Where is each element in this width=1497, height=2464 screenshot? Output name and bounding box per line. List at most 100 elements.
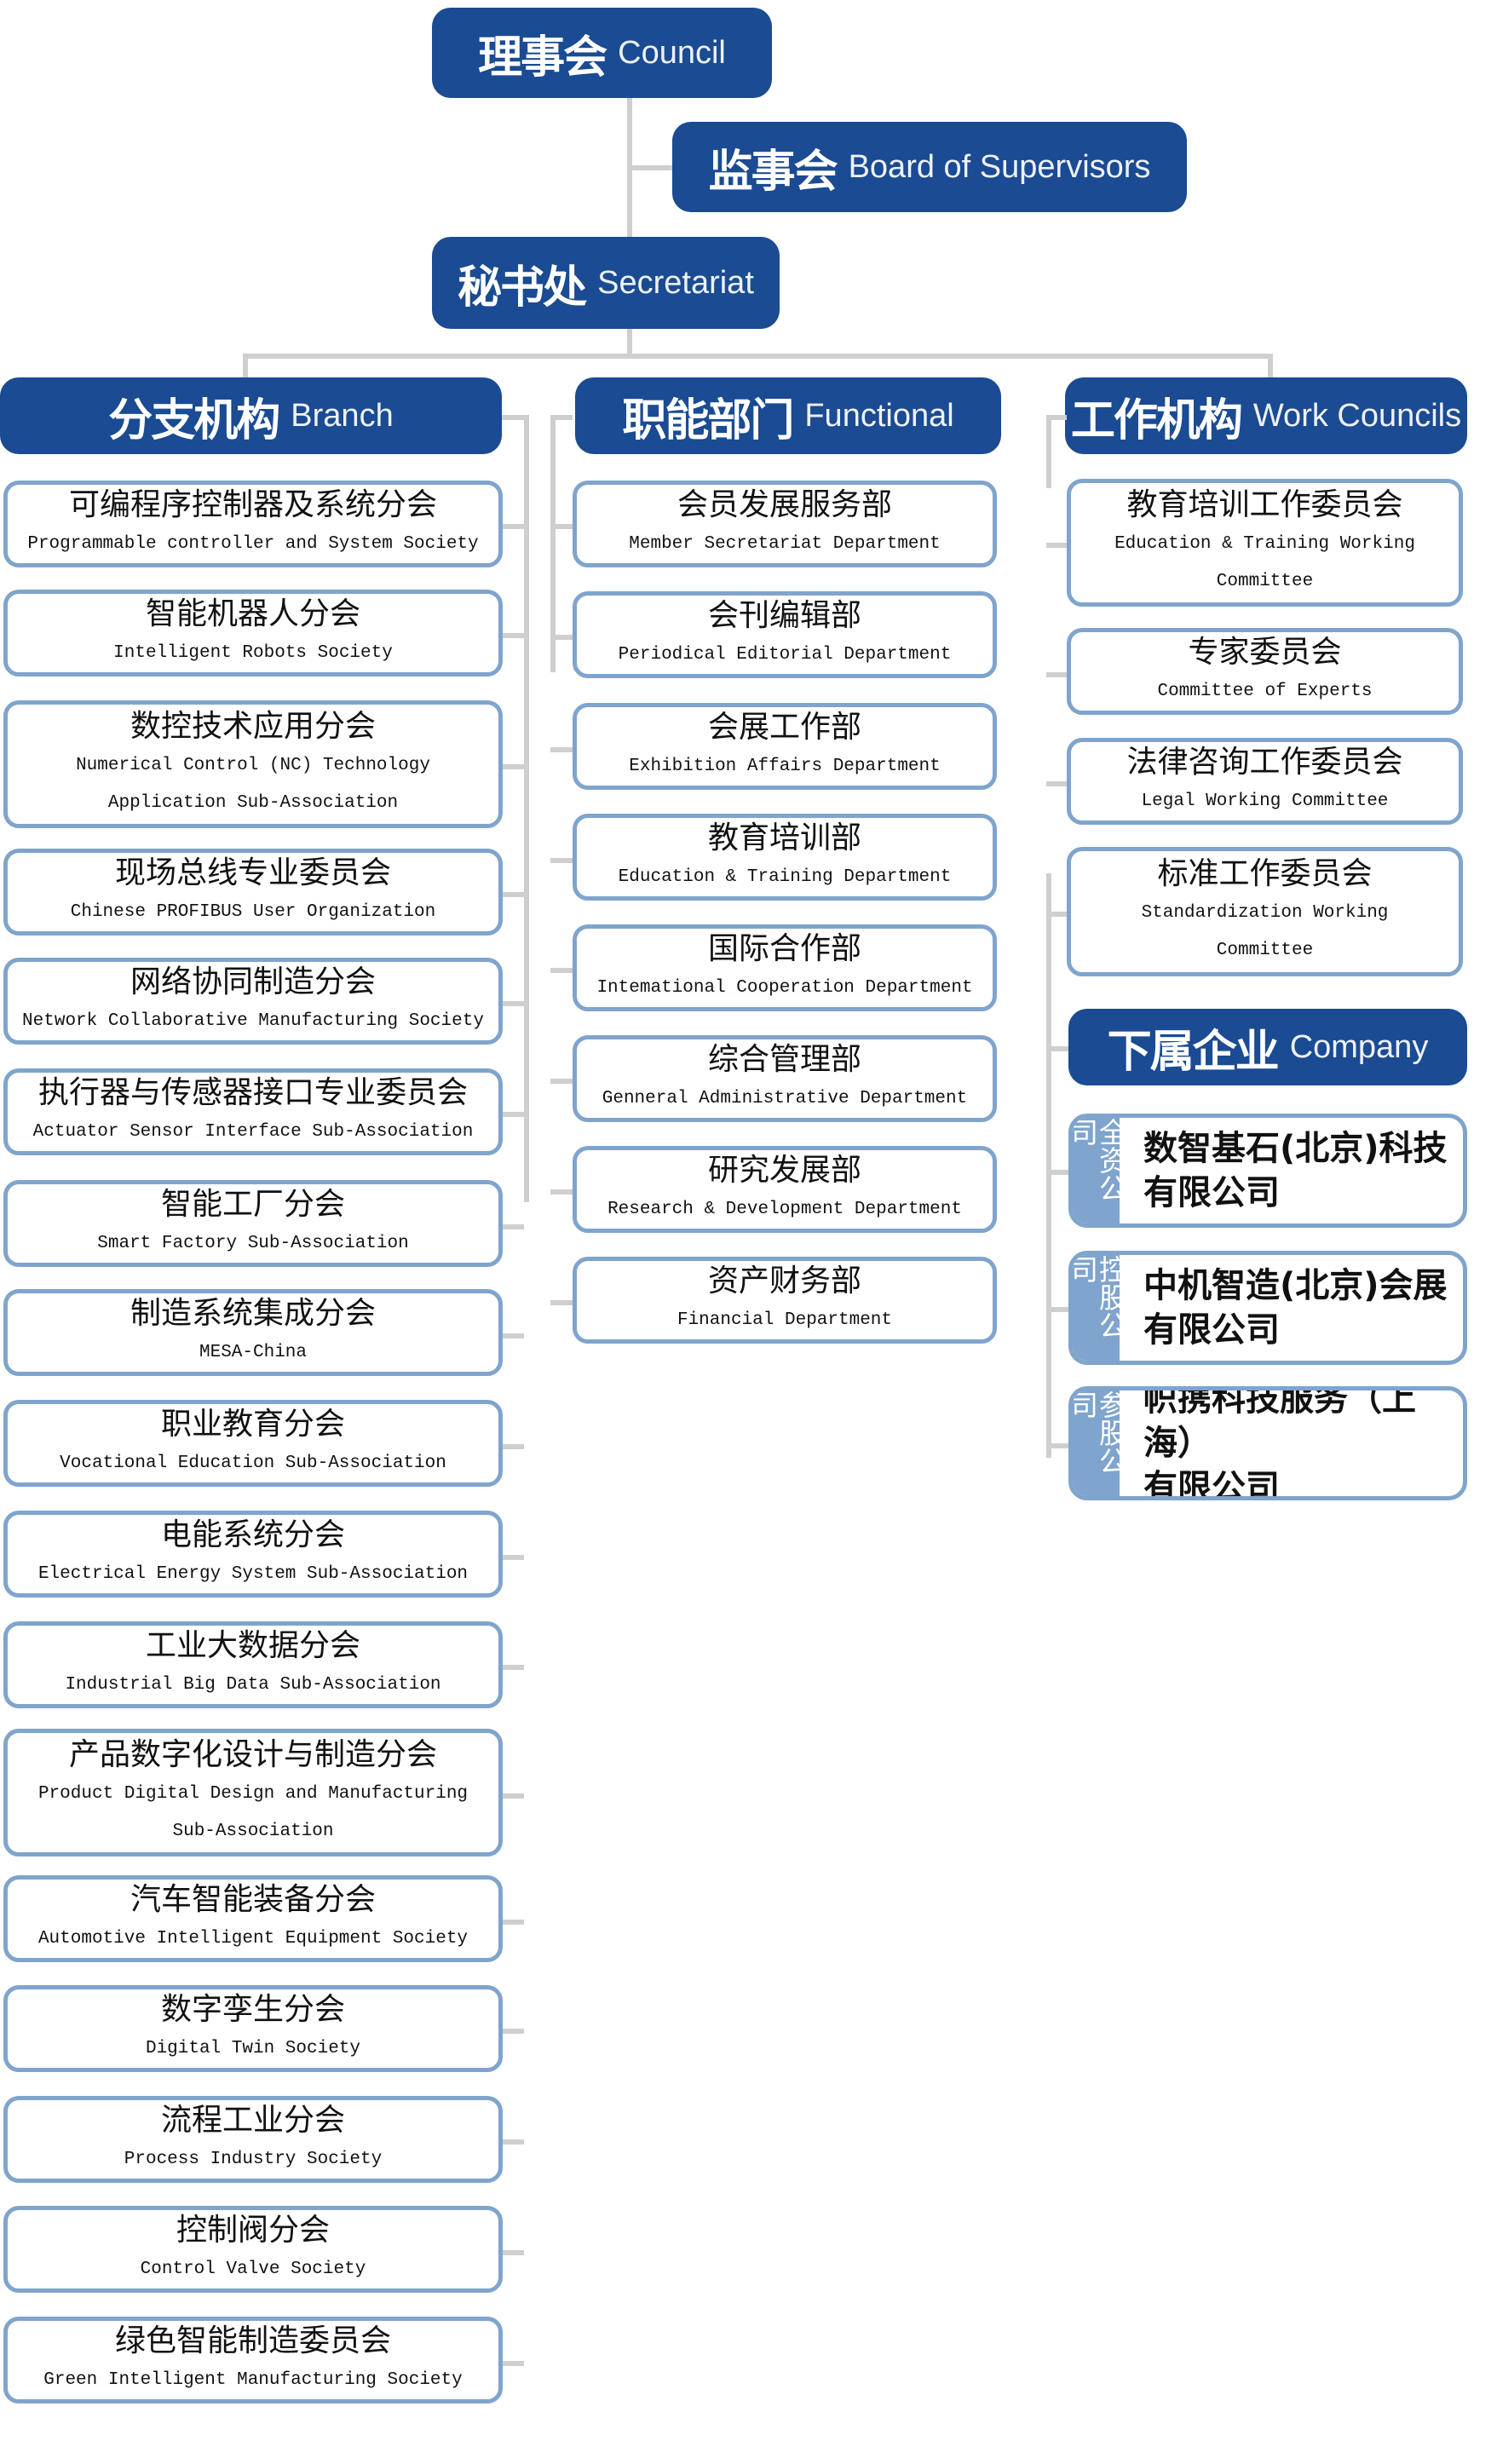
company-item[interactable]: 控股公司 中机智造(北京)会展 有限公司 [1068,1251,1467,1365]
item-name-zh: 会刊编辑部 [707,598,861,633]
functional-header[interactable]: 职能部门 Functional [575,377,1001,454]
branch-item[interactable]: 智能机器人分会 Intelligent Robots Society [3,590,503,676]
item-name-en: Chinese PROFIBUS User Organization [70,902,436,922]
council-box[interactable]: 理事会 Council [432,8,772,98]
branch-item[interactable]: 网络协同制造分会 Network Collaborative Manufactur… [3,958,503,1045]
functional-item[interactable]: 会员发展服务部 Member Secretariat Department [573,481,997,567]
item-name-en: Industrial Big Data Sub-Association [65,1675,441,1695]
branch-item[interactable]: 执行器与传感器接口专业委员会 Actuator Sensor Interface … [3,1068,503,1155]
item-name-zh: 研究发展部 [707,1153,861,1188]
item-name-zh: 控制阀分会 [176,2213,330,2248]
functional-item[interactable]: 资产财务部 Financial Department [573,1257,997,1344]
item-name-en: Periodical Editorial Department [618,645,952,665]
branch-item[interactable]: 现场总线专业委员会 Chinese PROFIBUS User Organizat… [3,849,503,936]
item-name-zh: 数字孪生分会 [160,1992,345,2027]
connector-line [627,98,632,355]
connector-line [502,1555,524,1560]
item-name-zh: 工业大数据分会 [145,1628,360,1663]
item-name-en: Smart Factory Sub-Association [97,1234,409,1253]
item-name-zh: 制造系统集成分会 [130,1296,376,1331]
council-box-en: Council [618,34,726,71]
item-name-en: Digital Twin Society [145,2039,361,2058]
item-name-zh: 数控技术应用分会 [130,709,376,744]
branch-item[interactable]: 工业大数据分会 Industrial Big Data Sub-Associati… [3,1621,503,1708]
item-name-en: Intemational Cooperation Department [596,978,973,998]
item-name-zh: 产品数字化设计与制造分会 [68,1737,437,1772]
connector-line [502,415,524,420]
functional-item[interactable]: 会刊编辑部 Periodical Editorial Department [573,591,997,678]
item-name-zh: 会员发展服务部 [677,487,892,522]
item-name-en: Committee of Experts [1157,682,1373,701]
branch-header-en: Branch [291,397,394,434]
branch-item[interactable]: 职业教育分会 Vocational Education Sub-Associati… [3,1400,503,1487]
item-name-en: Green Intelligent Manufacturing Society [43,2370,463,2390]
item-name-en: Programmable controller and System Socie… [27,534,479,554]
connector-line [1268,354,1273,378]
item-name-zh: 绿色智能制造委员会 [114,2323,391,2358]
connector-line [502,1001,524,1006]
work-item[interactable]: 标准工作委员会 Standardization Working Committee [1067,847,1463,976]
item-name-zh: 现场总线专业委员会 [114,855,391,890]
branch-item[interactable]: 可编程序控制器及系统分会 Programmable controller and … [3,481,503,567]
company-type-label: 全资公司 [1073,1118,1128,1223]
connector-line [550,858,573,863]
item-name-en: Product Digital Design and Manufacturing… [37,1784,469,1841]
connector-line [502,2250,524,2255]
branch-item[interactable]: 汽车智能装备分会 Automotive Intelligent Equipment… [3,1875,503,1962]
connector-line [550,635,573,640]
supervisors-box[interactable]: 监事会 Board of Supervisors [672,122,1187,212]
connector-line [502,892,524,897]
item-name-zh: 标准工作委员会 [1157,856,1373,891]
connector-line [524,415,529,1202]
item-name-en: Automotive Intelligent Equipment Society [37,1929,469,1949]
item-name-zh: 执行器与传感器接口专业委员会 [37,1075,468,1110]
connector-line [502,524,524,529]
supervisors-box-zh: 监事会 [708,146,838,198]
connector-line [502,1112,524,1117]
item-name-en: Actuator Sensor Interface Sub-Associatio… [32,1122,474,1142]
connector-line [550,415,556,672]
connector-line [550,1079,573,1084]
item-name-zh: 资产财务部 [707,1264,861,1298]
item-name-zh: 可编程序控制器及系统分会 [68,487,437,522]
branch-item[interactable]: 数字孪生分会 Digital Twin Society [3,1985,503,2072]
item-name-zh: 国际合作部 [707,931,861,966]
branch-item[interactable]: 数控技术应用分会 Numerical Control (NC) Technolog… [3,700,503,828]
functional-item[interactable]: 综合管理部 Genneral Administrative Department [573,1035,997,1122]
company-item[interactable]: 全资公司 数智基石(北京)科技 有限公司 [1068,1114,1467,1228]
work-item[interactable]: 教育培训工作委员会 Education & Training Working Co… [1067,479,1463,607]
connector-line [502,1444,524,1449]
branch-item[interactable]: 流程工业分会 Process Industry Society [3,2096,503,2183]
item-name-zh: 汽车智能装备分会 [130,1882,376,1917]
connector-line [1046,912,1067,917]
branch-item[interactable]: 控制阀分会 Control Valve Society [3,2206,503,2293]
functional-item[interactable]: 教育培训部 Education & Training Department [573,814,997,901]
functional-item[interactable]: 国际合作部 Intemational Cooperation Department [573,924,997,1011]
connector-line [1046,543,1067,548]
item-name-zh: 智能工厂分会 [160,1187,345,1222]
connector-line [1046,415,1051,488]
branch-item[interactable]: 电能系统分会 Electrical Energy System Sub-Assoc… [3,1511,503,1598]
branch-header[interactable]: 分支机构 Branch [0,377,502,454]
functional-item[interactable]: 会展工作部 Exhibition Affairs Department [573,703,997,790]
branch-item[interactable]: 智能工厂分会 Smart Factory Sub-Association [3,1180,503,1267]
functional-item[interactable]: 研究发展部 Research & Development Department [573,1146,997,1233]
company-item[interactable]: 参股公司 帜携科技服务（上海） 有限公司 [1068,1386,1467,1500]
work-item[interactable]: 法律咨询工作委员会 Legal Working Committee [1067,738,1463,825]
connector-line [550,1189,573,1195]
branch-item[interactable]: 绿色智能制造委员会 Green Intelligent Manufacturing… [3,2317,503,2404]
work-item[interactable]: 专家委员会 Committee of Experts [1067,628,1463,715]
branch-item[interactable]: 产品数字化设计与制造分会 Product Digital Design and M… [3,1729,503,1857]
item-name-en: Network Collaborative Manufacturing Soci… [22,1011,484,1031]
secretariat-box[interactable]: 秘书处 Secretariat [432,237,780,329]
connector-line [502,1224,524,1229]
item-name-en: Numerical Control (NC) Technology Applic… [76,756,430,813]
branch-item[interactable]: 制造系统集成分会 MESA-China [3,1289,503,1376]
item-name-en: Control Valve Society [140,2260,366,2279]
company-type-label: 参股公司 [1073,1390,1128,1496]
item-name-zh: 职业教育分会 [160,1407,345,1442]
company-header[interactable]: 下属企业 Company [1068,1009,1467,1085]
connector-line [502,764,524,769]
item-name-zh: 法律咨询工作委员会 [1126,745,1403,780]
work-header[interactable]: 工作机构 Work Councils [1065,377,1467,454]
